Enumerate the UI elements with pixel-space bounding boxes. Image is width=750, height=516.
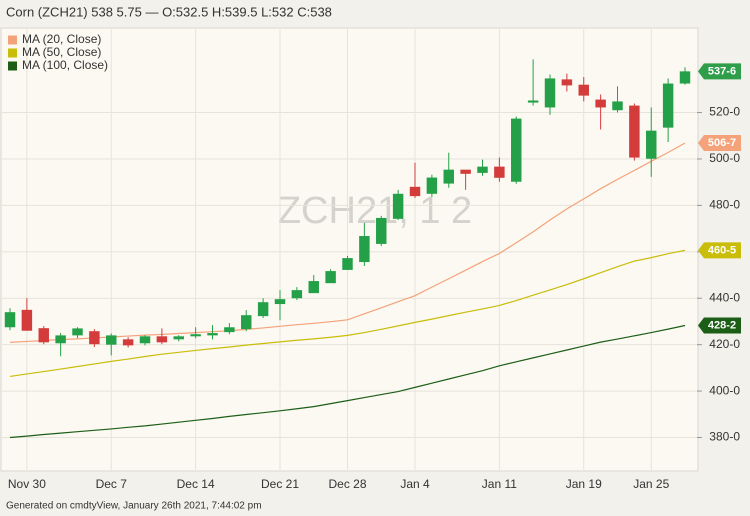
candle-body xyxy=(106,335,117,345)
candle-body xyxy=(376,217,387,244)
candle-body xyxy=(494,166,505,178)
y-tick-label: 440-0 xyxy=(709,290,740,304)
legend-swatch xyxy=(8,48,17,58)
y-tick-label: 420-0 xyxy=(709,337,740,351)
chart-title: Corn (ZCH21) 538 5.75 — O:532.5 H:539.5 … xyxy=(6,4,332,19)
candle-body xyxy=(122,339,134,346)
candle-body xyxy=(173,336,184,340)
value-badge xyxy=(698,317,741,334)
value-badge-label: 460-5 xyxy=(708,244,736,256)
footer: Generated on cmdtyView, January 26th 202… xyxy=(6,501,262,512)
candle-body xyxy=(426,177,438,194)
candle-body xyxy=(156,336,168,343)
candle-body xyxy=(460,169,471,174)
candle-body xyxy=(342,258,353,270)
value-badge xyxy=(698,135,741,152)
candle-body xyxy=(21,309,33,331)
candle-body xyxy=(257,302,269,317)
candle-body xyxy=(359,236,370,263)
legend-label: MA (20, Close) xyxy=(22,32,101,46)
candle-body xyxy=(679,71,691,84)
x-tick-label: Dec 7 xyxy=(96,477,128,491)
candle-body xyxy=(443,169,454,184)
x-tick-label: Dec 28 xyxy=(328,477,366,491)
value-badge-label: 428-2 xyxy=(708,319,736,331)
candle-body xyxy=(392,193,404,219)
y-tick-label: 500-0 xyxy=(709,151,740,165)
candle-body xyxy=(38,328,49,343)
x-tick-label: Dec 14 xyxy=(177,477,215,491)
candle-body xyxy=(646,130,657,159)
watermark: ZCH21, 1 2 xyxy=(278,190,472,232)
candle-body xyxy=(595,99,606,108)
legend-swatch xyxy=(8,35,17,45)
value-badge xyxy=(698,63,741,80)
x-tick-label: Jan 4 xyxy=(400,477,430,491)
x-tick-label: Jan 19 xyxy=(566,477,602,491)
candle-body xyxy=(241,315,252,330)
candle-body xyxy=(55,335,66,344)
candle-body xyxy=(527,100,539,103)
x-tick-label: Jan 25 xyxy=(633,477,669,491)
value-badge-label: 537-6 xyxy=(708,65,736,77)
candle-body xyxy=(139,336,151,344)
ma-line xyxy=(9,324,686,439)
ma-line xyxy=(9,249,686,378)
candle-body xyxy=(578,84,589,96)
candle-body xyxy=(544,78,556,108)
candle-body xyxy=(325,271,336,284)
candle-body xyxy=(291,290,303,299)
candle-body xyxy=(89,331,100,345)
candle-body xyxy=(662,83,674,128)
plot-area xyxy=(0,27,699,472)
candle-body xyxy=(224,327,235,333)
candle-body xyxy=(72,328,83,336)
x-tick-label: Dec 21 xyxy=(261,477,299,491)
value-badge xyxy=(698,242,741,259)
candle-body xyxy=(207,333,218,336)
candle-body xyxy=(4,312,16,328)
candle-body xyxy=(190,334,201,337)
legend-label: MA (50, Close) xyxy=(22,45,101,59)
y-tick-label: 480-0 xyxy=(709,198,740,212)
y-tick-label: 400-0 xyxy=(709,383,740,397)
candle-body xyxy=(511,118,522,182)
x-tick-label: Jan 11 xyxy=(482,477,517,491)
candle-body xyxy=(561,79,573,86)
candle-body xyxy=(274,299,286,305)
legend-swatch xyxy=(8,61,17,71)
candle-body xyxy=(477,166,488,173)
x-tick-label: Nov 30 xyxy=(8,477,46,491)
y-tick-label: 380-0 xyxy=(709,430,740,444)
candle-body xyxy=(308,281,319,294)
candle-body xyxy=(629,105,640,158)
candle-body xyxy=(612,101,623,111)
legend-label: MA (100, Close) xyxy=(22,58,108,72)
candle-body xyxy=(409,186,421,197)
y-tick-label: 520-0 xyxy=(709,105,740,119)
value-badge-label: 506-7 xyxy=(708,137,736,149)
ma-line xyxy=(9,142,686,343)
